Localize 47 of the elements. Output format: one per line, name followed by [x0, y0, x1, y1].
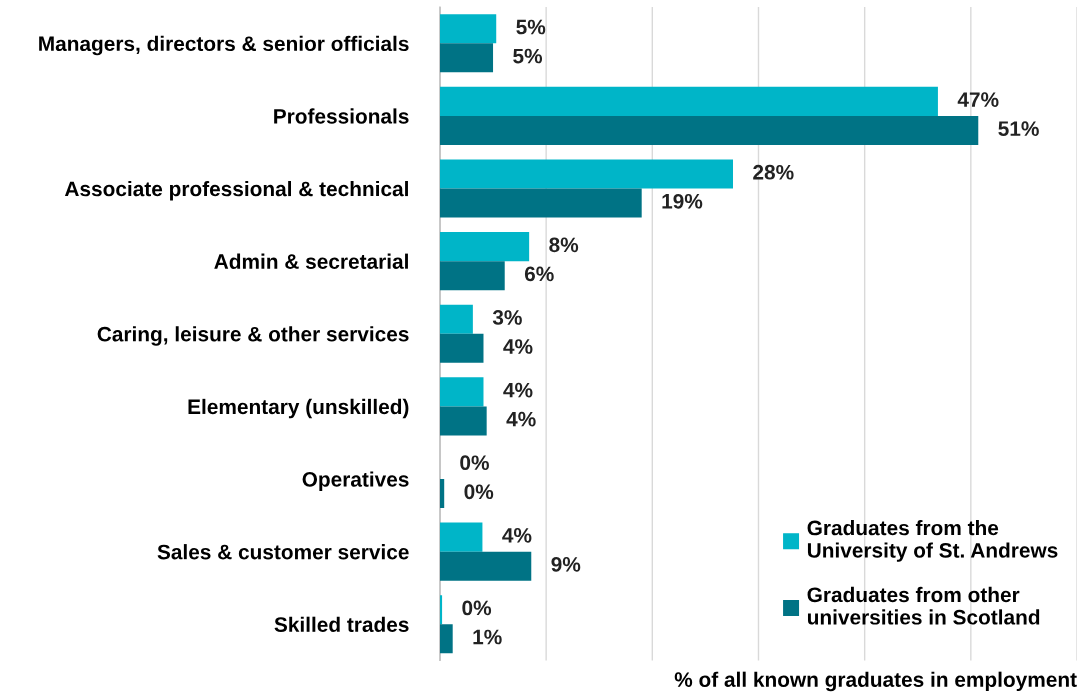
bar: [439, 551, 532, 581]
bar: [439, 406, 487, 436]
data-label: 5%: [513, 48, 543, 64]
data-label: 0%: [464, 484, 494, 500]
legend-label: Graduates from other universities in Scotland: [807, 586, 1040, 625]
data-label: 19%: [662, 193, 703, 209]
bar: [439, 188, 642, 218]
bar: [439, 624, 453, 654]
bar: [439, 304, 473, 334]
y-tick-label: Managers, directors & senior officials: [39, 35, 409, 56]
bar: [439, 333, 484, 363]
bar: [439, 14, 497, 44]
data-label: 6%: [524, 266, 554, 282]
bar: [439, 377, 484, 407]
data-label: 4%: [503, 382, 533, 398]
data-label: 4%: [503, 339, 533, 354]
y-tick-label: Elementary (unskilled): [188, 398, 409, 419]
y-tick-label: Professionals: [274, 108, 409, 124]
y-tick-label: Associate professional & technical: [64, 180, 408, 201]
x-axis-title: % of all known graduates in employment: [674, 671, 1077, 692]
data-label: 1%: [473, 629, 502, 645]
bar: [439, 232, 530, 262]
y-tick-label: Sales & customer service: [157, 544, 409, 560]
data-label: 0%: [462, 600, 492, 616]
data-label: 47%: [957, 92, 999, 107]
bar: [439, 43, 494, 73]
data-label: 8%: [549, 237, 579, 253]
bar: [439, 479, 445, 509]
y-tick-label: Admin & secretarial: [214, 253, 408, 269]
bar: [439, 159, 734, 189]
bar: [439, 86, 938, 116]
y-tick-label: Operatives: [302, 471, 409, 491]
data-label: 28%: [753, 164, 794, 180]
data-label: 4%: [506, 411, 536, 427]
data-label: 0%: [460, 455, 489, 471]
y-tick-label: Caring, leisure & other services: [97, 326, 409, 346]
data-label: 9%: [551, 556, 581, 572]
bar: [439, 115, 979, 145]
bar: [439, 595, 443, 625]
bar: [439, 261, 505, 291]
data-label: 4%: [502, 528, 532, 543]
y-tick-label: Skilled trades: [274, 616, 409, 632]
bar: [439, 522, 483, 552]
data-label: 3%: [492, 310, 522, 325]
data-label: 51%: [998, 121, 1039, 137]
legend-label: Graduates from the University of St. Andrews: [807, 520, 1058, 562]
data-label: 5%: [516, 19, 546, 35]
